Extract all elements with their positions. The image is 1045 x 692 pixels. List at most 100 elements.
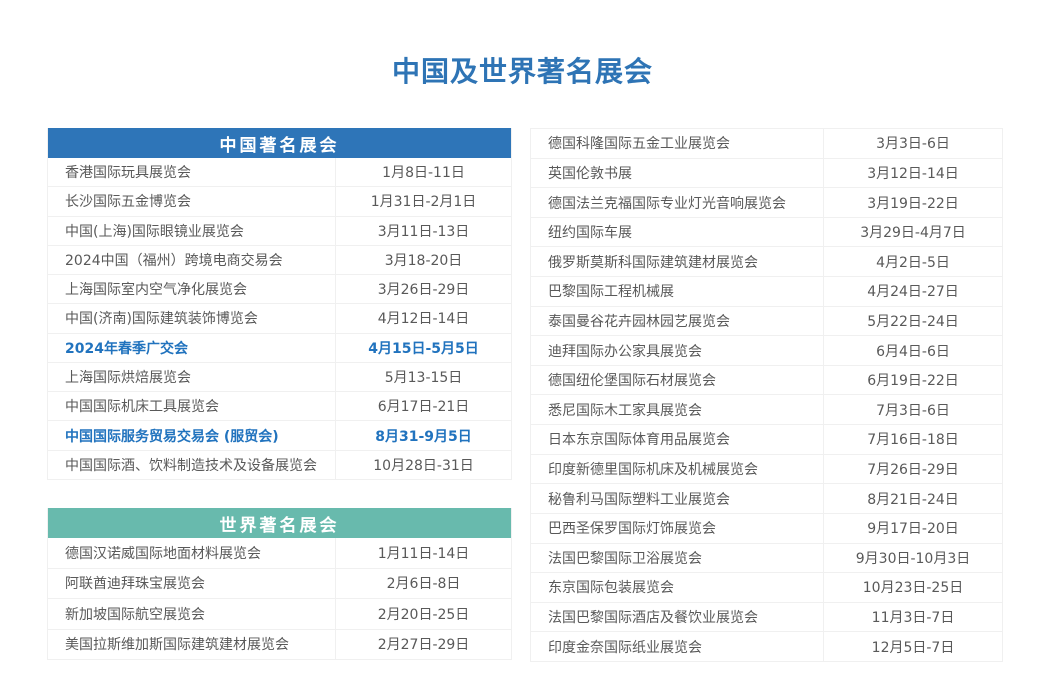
exhibition-row: 泰国曼谷花卉园林园艺展览会 5月22日-24日 (531, 306, 1002, 337)
world-table-wrap: 世界著名展会 德国汉诺威国际地面材料展览会 1月11日-14日 阿联酋迪拜珠宝展览会… (47, 508, 512, 660)
exhibition-date: 11月3日-7日 (823, 602, 1002, 632)
exhibition-date: 2月20日-25日 (335, 599, 511, 629)
exhibition-row: 上海国际烘焙展览会 5月13-15日 (48, 362, 511, 393)
exhibition-date: 2月6日-8日 (335, 568, 511, 598)
exhibition-row: 纽约国际车展 3月29日-4月7日 (531, 217, 1002, 248)
exhibition-date: 10月28日-31日 (335, 450, 511, 479)
world-continued-rows: 德国科隆国际五金工业展览会 3月3日-6日英国伦敦书展 3月12日-14日 德国法兰克… (531, 129, 1002, 662)
exhibition-name: 巴黎国际工程机械展 (548, 284, 674, 301)
exhibition-name: 巴西圣保罗国际灯饰展览会 (548, 521, 716, 538)
exhibition-row: 东京国际包装展览会 10月23日-25日 (531, 573, 1002, 603)
exhibition-name: 上海国际烘焙展览会 (65, 369, 191, 386)
exhibition-date: 3月26日-29日 (335, 275, 511, 304)
china-table-header: 中国著名展会 (48, 128, 511, 158)
exhibition-name: 新加坡国际航空展览会 (65, 606, 205, 623)
exhibition-date: 4月2日-5日 (823, 247, 1002, 277)
exhibition-row: 新加坡国际航空展览会 2月20日-25日 (48, 599, 511, 630)
exhibition-row: 巴西圣保罗国际灯饰展览会 9月17日-20日 (531, 513, 1002, 544)
exhibition-date: 3月19日-22日 (823, 188, 1002, 217)
exhibition-row: 印度金奈国际纸业展览会 12月5日-7日 (531, 632, 1002, 662)
exhibition-date: 1月31日-2月1日 (335, 187, 511, 216)
exhibition-name: 印度金奈国际纸业展览会 (548, 639, 702, 656)
exhibition-row: 阿联酋迪拜珠宝展览会 2月6日-8日 (48, 568, 511, 599)
exhibition-date: 6月19日-22日 (823, 365, 1002, 395)
exhibition-date: 4月15日-5月5日 (335, 333, 511, 362)
exhibition-name: 香港国际玩具展览会 (65, 165, 191, 182)
world-exhibitions-table: 世界著名展会 德国汉诺威国际地面材料展览会 1月11日-14日 阿联酋迪拜珠宝展览会… (47, 508, 512, 660)
exhibition-row: 俄罗斯莫斯科国际建筑建材展览会 4月2日-5日 (531, 247, 1002, 278)
exhibition-name: 中国国际酒、饮料制造技术及设备展览会 (65, 457, 317, 474)
exhibition-name: 悉尼国际木工家具展览会 (548, 402, 702, 419)
exhibition-date: 6月4日-6日 (823, 336, 1002, 365)
exhibition-name: 日本东京国际体育用品展览会 (548, 432, 730, 449)
page-title: 中国及世界著名展会 (391, 55, 653, 88)
exhibition-name: 德国纽伦堡国际石材展览会 (548, 373, 716, 390)
exhibition-name: 中国国际服务贸易交易会 (服贸会) (65, 428, 279, 445)
left-column: 中国著名展会 香港国际玩具展览会 1月8日-11日长沙国际五金博览会 1月31日-2… (47, 128, 512, 662)
exhibition-row: 美国拉斯维加斯国际建筑建材展览会 2月27日-29日 (48, 629, 511, 660)
exhibition-row: 德国法兰克福国际专业灯光音响展览会 3月19日-22日 (531, 188, 1002, 218)
exhibition-name: 英国伦敦书展 (548, 165, 632, 182)
exhibition-name: 2024年春季广交会 (65, 340, 188, 357)
exhibition-row: 中国(济南)国际建筑装饰博览会 4月12日-14日 (48, 304, 511, 334)
exhibition-row: 英国伦敦书展 3月12日-14日 (531, 158, 1002, 189)
exhibition-name: 秘鲁利马国际塑料工业展览会 (548, 491, 730, 508)
exhibition-date: 5月13-15日 (335, 362, 511, 392)
exhibition-date: 3月3日-6日 (823, 129, 1002, 158)
page: 中国及世界著名展会 中国著名展会 香港国际玩具展览会 1月8日-11日 长沙国际五金… (0, 56, 1045, 662)
exhibition-name: 阿联酋迪拜珠宝展览会 (65, 576, 205, 593)
exhibition-name: 美国拉斯维加斯国际建筑建材展览会 (65, 637, 289, 654)
exhibition-date: 4月24日-27日 (823, 277, 1002, 306)
exhibition-row: 法国巴黎国际卫浴展览会 9月30日-10月3日 (531, 543, 1002, 574)
exhibition-date: 8月31-9月5日 (335, 421, 511, 450)
exhibition-date: 3月11日-13日 (335, 216, 511, 245)
exhibition-name: 俄罗斯莫斯科国际建筑建材展览会 (548, 254, 758, 271)
exhibition-date: 5月22日-24日 (823, 306, 1002, 336)
exhibition-date: 10月23日-25日 (823, 573, 1002, 602)
exhibition-name: 纽约国际车展 (548, 225, 632, 242)
exhibition-name: 东京国际包装展览会 (548, 580, 674, 597)
exhibition-date: 12月5日-7日 (823, 632, 1002, 661)
exhibition-row: 日本东京国际体育用品展览会 7月16日-18日 (531, 425, 1002, 455)
china-table-rows: 香港国际玩具展览会 1月8日-11日 长沙国际五金博览会 1月31日-2月1日 中国(上… (48, 158, 511, 480)
right-column: 德国科隆国际五金工业展览会 3月3日-6日英国伦敦书展 3月12日-14日 德国法兰克… (530, 128, 1003, 662)
exhibition-name: 中国国际机床工具展览会 (65, 399, 219, 416)
exhibition-date: 6月17日-21日 (335, 392, 511, 421)
exhibition-row: 秘鲁利马国际塑料工业展览会 8月21日-24日 (531, 484, 1002, 514)
exhibition-name: 法国巴黎国际酒店及餐饮业展览会 (548, 610, 758, 627)
exhibition-row: 2024中国（福州）跨境电商交易会 3月18-20日 (48, 245, 511, 276)
exhibition-row: 香港国际玩具展览会 1月8日-11日 (48, 158, 511, 188)
exhibition-date: 7月26日-29日 (823, 454, 1002, 484)
exhibition-row: 长沙国际五金博览会 1月31日-2月1日 (48, 187, 511, 217)
exhibition-row: 巴黎国际工程机械展 4月24日-27日 (531, 277, 1002, 307)
exhibition-row: 德国科隆国际五金工业展览会 3月3日-6日 (531, 129, 1002, 159)
exhibition-date: 7月16日-18日 (823, 425, 1002, 454)
exhibition-row: 法国巴黎国际酒店及餐饮业展览会 11月3日-7日 (531, 602, 1002, 633)
content-columns: 中国著名展会 香港国际玩具展览会 1月8日-11日长沙国际五金博览会 1月31日-2… (47, 128, 1003, 662)
exhibition-name: 法国巴黎国际卫浴展览会 (548, 550, 702, 567)
exhibition-date: 3月29日-4月7日 (823, 217, 1002, 247)
exhibition-row: 中国国际服务贸易交易会 (服贸会) 8月31-9月5日 (48, 421, 511, 451)
exhibition-row: 德国纽伦堡国际石材展览会 6月19日-22日 (531, 365, 1002, 396)
exhibition-date: 4月12日-14日 (335, 304, 511, 333)
exhibition-row: 德国汉诺威国际地面材料展览会 1月11日-14日 (48, 538, 511, 569)
exhibition-row: 上海国际室内空气净化展览会 3月26日-29日 (48, 275, 511, 305)
exhibition-row: 中国国际酒、饮料制造技术及设备展览会 10月28日-31日 (48, 450, 511, 480)
exhibition-name: 迪拜国际办公家具展览会 (548, 343, 702, 360)
exhibition-row: 悉尼国际木工家具展览会 7月3日-6日 (531, 395, 1002, 426)
exhibition-name: 中国(济南)国际建筑装饰博览会 (65, 311, 258, 328)
exhibition-name: 长沙国际五金博览会 (65, 194, 191, 211)
exhibition-name: 德国汉诺威国际地面材料展览会 (65, 545, 261, 562)
world-table-rows: 德国汉诺威国际地面材料展览会 1月11日-14日阿联酋迪拜珠宝展览会 2月6日-8日… (48, 538, 511, 660)
exhibition-date: 3月12日-14日 (823, 158, 1002, 188)
world-table-header: 世界著名展会 (48, 508, 511, 538)
exhibition-row: 中国(上海)国际眼镜业展览会 3月11日-13日 (48, 216, 511, 246)
exhibition-name: 2024中国（福州）跨境电商交易会 (65, 252, 283, 269)
exhibition-date: 9月17日-20日 (823, 513, 1002, 543)
exhibition-name: 上海国际室内空气净化展览会 (65, 282, 247, 299)
exhibition-row: 迪拜国际办公家具展览会 6月4日-6日 (531, 336, 1002, 366)
exhibition-name: 中国(上海)国际眼镜业展览会 (65, 223, 244, 240)
exhibition-date: 1月8日-11日 (335, 158, 511, 187)
exhibition-date: 9月30日-10月3日 (823, 543, 1002, 573)
exhibition-date: 3月18-20日 (335, 245, 511, 275)
